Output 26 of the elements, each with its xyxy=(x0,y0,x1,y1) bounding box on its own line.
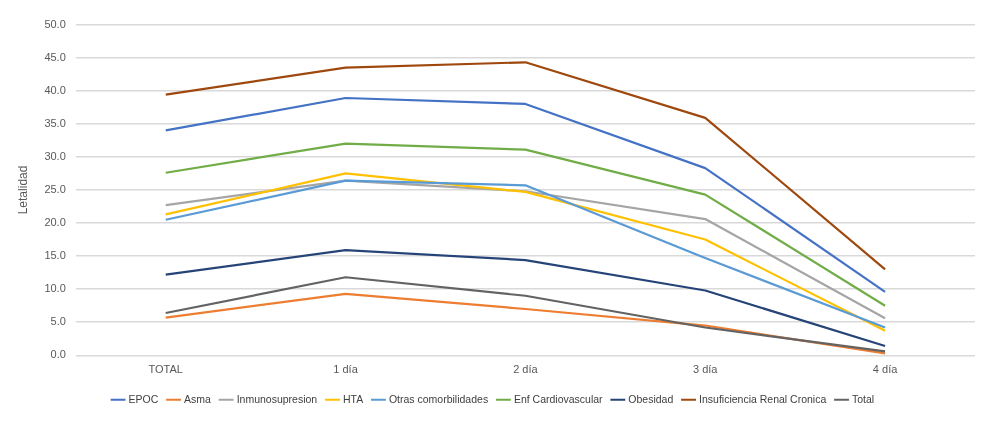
y-tick-label: 30.0 xyxy=(44,149,66,162)
y-tick-label: 45.0 xyxy=(44,50,66,63)
x-tick-label: TOTAL xyxy=(148,362,183,375)
y-tick-label: 10.0 xyxy=(44,282,66,295)
y-tick-label: 50.0 xyxy=(44,17,66,30)
legend-label: Inmunosupresion xyxy=(236,392,318,405)
legend-label: Obesidad xyxy=(628,392,674,405)
legend-label: Insuficiencia Renal Cronica xyxy=(699,392,827,405)
legend-label: Total xyxy=(852,392,875,405)
y-tick-label: 0.0 xyxy=(50,348,66,361)
y-axis-title: Letalidad xyxy=(15,165,30,215)
y-tick-label: 20.0 xyxy=(44,216,66,229)
x-tick-label: 1 día xyxy=(333,362,359,375)
legend-label: Enf Cardiovascular xyxy=(513,392,604,405)
legend-label: EPOC xyxy=(128,392,159,405)
x-tick-label: 3 día xyxy=(693,362,719,375)
x-tick-label: 2 día xyxy=(513,362,539,375)
legend-label: Asma xyxy=(184,392,212,405)
y-tick-label: 40.0 xyxy=(44,83,66,96)
x-tick-label: 4 día xyxy=(872,362,899,375)
y-tick-label: 25.0 xyxy=(44,182,66,195)
y-tick-label: 5.0 xyxy=(50,315,66,328)
legend-label: HTA xyxy=(342,392,364,405)
y-tick-label: 15.0 xyxy=(44,249,66,262)
legend-label: Otras comorbilidades xyxy=(388,392,489,405)
y-tick-label: 35.0 xyxy=(44,116,66,129)
